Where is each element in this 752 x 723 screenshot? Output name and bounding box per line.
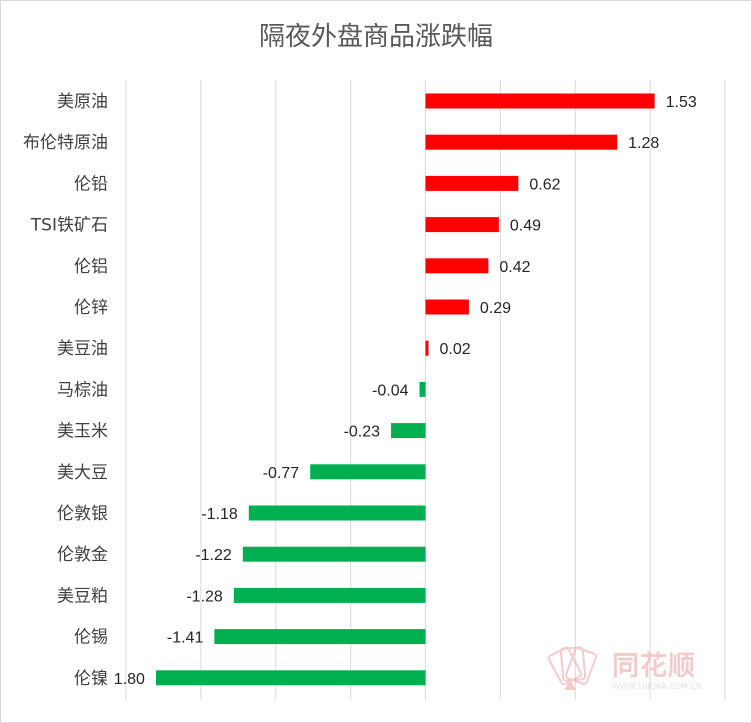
value-label: -1.28 bbox=[186, 588, 223, 605]
category-label: 美玉米 bbox=[57, 422, 108, 442]
chart-title: 隔夜外盘商品涨跌幅 bbox=[258, 22, 493, 52]
value-labels: 1.53 1.28 0.62 0.49 0.42 0.29 0.02 -0.04 -0.23 -0… bbox=[114, 94, 697, 688]
bar bbox=[425, 217, 499, 233]
value-label: -1.41 bbox=[167, 630, 204, 647]
category-label: 伦铝 bbox=[74, 257, 108, 277]
bar bbox=[391, 423, 426, 439]
category-label: 美豆粕 bbox=[57, 586, 108, 606]
bar bbox=[242, 546, 426, 562]
value-label: 0.29 bbox=[480, 300, 511, 317]
category-label: 伦铅 bbox=[74, 174, 108, 194]
category-label: 布伦特原油 bbox=[23, 133, 108, 153]
watermark: 同花顺 WWW.10JQKA.COM.CN bbox=[540, 640, 740, 700]
category-label: 伦敦金 bbox=[57, 545, 108, 565]
value-label: 1.80 bbox=[114, 671, 145, 688]
value-label: -1.22 bbox=[195, 547, 232, 564]
bar bbox=[248, 505, 426, 521]
value-label: 1.28 bbox=[628, 135, 659, 152]
watermark-brand: 同花顺 bbox=[612, 651, 696, 682]
value-label: 1.53 bbox=[666, 94, 697, 111]
value-label: -1.18 bbox=[201, 506, 238, 523]
category-label: 美豆油 bbox=[57, 339, 108, 359]
category-label: 伦锡 bbox=[74, 628, 108, 648]
bar bbox=[425, 299, 469, 315]
bar bbox=[214, 629, 426, 645]
category-label: 马棕油 bbox=[57, 380, 108, 400]
value-label: -0.23 bbox=[344, 424, 381, 441]
card-fan-logo-icon bbox=[547, 646, 597, 690]
bar bbox=[310, 464, 426, 480]
bar bbox=[425, 93, 655, 109]
category-label: 伦镍 bbox=[74, 669, 108, 689]
value-label: 0.42 bbox=[499, 259, 530, 276]
category-label: 伦敦银 bbox=[57, 504, 108, 524]
bar bbox=[425, 134, 618, 150]
value-label: -0.04 bbox=[372, 382, 409, 399]
value-label: -0.77 bbox=[263, 465, 300, 482]
bar bbox=[425, 340, 429, 356]
bars bbox=[155, 93, 655, 686]
value-label: 0.62 bbox=[529, 176, 560, 193]
category-label: 美原油 bbox=[57, 92, 108, 112]
value-label: 0.49 bbox=[510, 218, 541, 235]
watermark-url: WWW.10JQKA.COM.CN bbox=[612, 682, 703, 691]
category-label: 美大豆 bbox=[57, 463, 108, 483]
category-label: TSI铁矿石 bbox=[30, 216, 108, 236]
bar bbox=[425, 258, 489, 274]
category-label: 伦锌 bbox=[74, 298, 108, 318]
value-label: 0.02 bbox=[440, 341, 471, 358]
bar bbox=[233, 587, 426, 603]
bar bbox=[155, 670, 426, 686]
bar bbox=[419, 381, 426, 397]
bar bbox=[425, 175, 519, 191]
